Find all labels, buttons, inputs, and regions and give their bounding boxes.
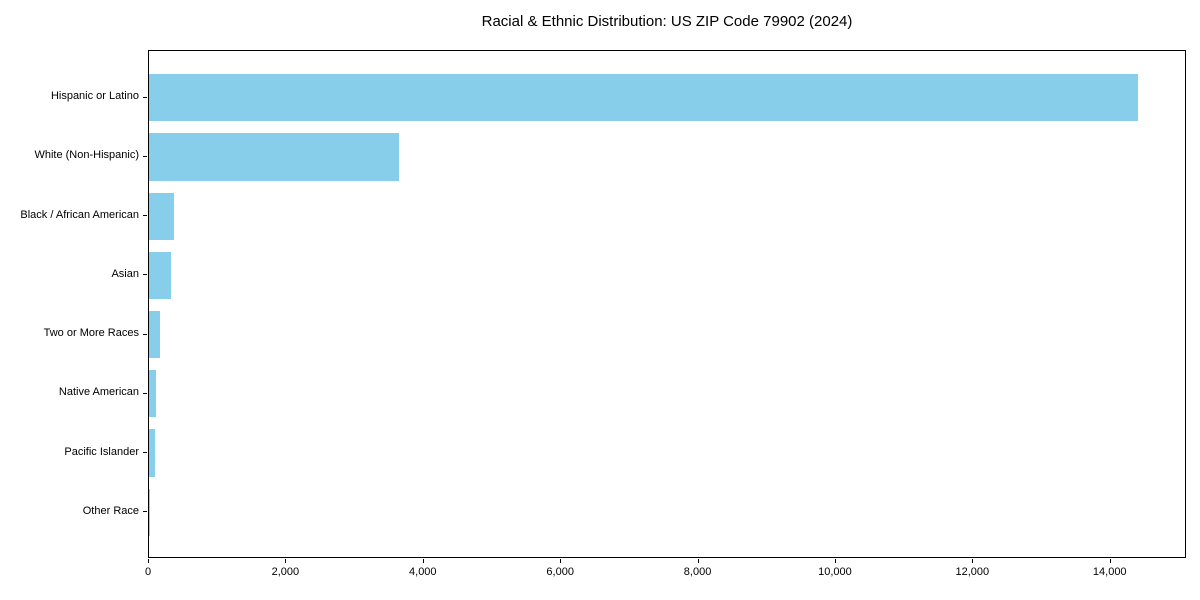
bar (149, 370, 156, 418)
bar (149, 488, 151, 536)
x-tick-label: 4,000 (409, 566, 437, 578)
x-tick-mark (285, 559, 287, 563)
y-tick-mark (143, 392, 147, 394)
bar (149, 192, 174, 240)
bar (149, 310, 161, 359)
bar (149, 429, 156, 477)
y-tick-mark (143, 452, 147, 454)
y-axis-label: Hispanic or Latino (50, 90, 139, 103)
x-tick-label: 10,000 (818, 566, 852, 578)
x-tick-mark (148, 559, 149, 563)
y-tick-mark (143, 274, 147, 276)
x-tick-mark (972, 559, 974, 563)
bar (149, 74, 1138, 122)
chart-title: Racial & Ethnic Distribution: US ZIP Cod… (481, 13, 853, 30)
x-tick-mark (560, 559, 562, 563)
x-tick-label: 8,000 (683, 566, 712, 578)
y-axis-label: Black / African American (20, 208, 139, 221)
y-axis-label: Native American (58, 386, 139, 399)
y-axis-label: Asian (111, 267, 139, 280)
plot-area (148, 50, 1186, 558)
y-tick-mark (143, 215, 147, 217)
y-tick-mark (143, 96, 147, 98)
bar (149, 251, 171, 300)
x-tick-mark (1109, 559, 1111, 563)
x-tick-label: 12,000 (955, 566, 990, 578)
bar (149, 133, 400, 181)
y-axis-label: Two or More Races (43, 327, 139, 340)
x-tick-label: 14,000 (1092, 566, 1127, 578)
x-tick-label: 0 (144, 566, 152, 578)
x-tick-label: 2,000 (271, 566, 300, 578)
y-tick-mark (143, 333, 147, 335)
y-axis-label: Other Race (82, 504, 139, 517)
y-axis-label: Pacific Islander (64, 445, 139, 458)
x-tick-mark (697, 559, 699, 563)
y-tick-mark (143, 511, 147, 513)
y-tick-mark (143, 155, 147, 157)
y-axis-label: White (Non-Hispanic) (34, 149, 139, 162)
x-tick-mark (422, 559, 424, 563)
x-tick-mark (834, 559, 836, 563)
x-tick-label: 6,000 (546, 566, 574, 578)
